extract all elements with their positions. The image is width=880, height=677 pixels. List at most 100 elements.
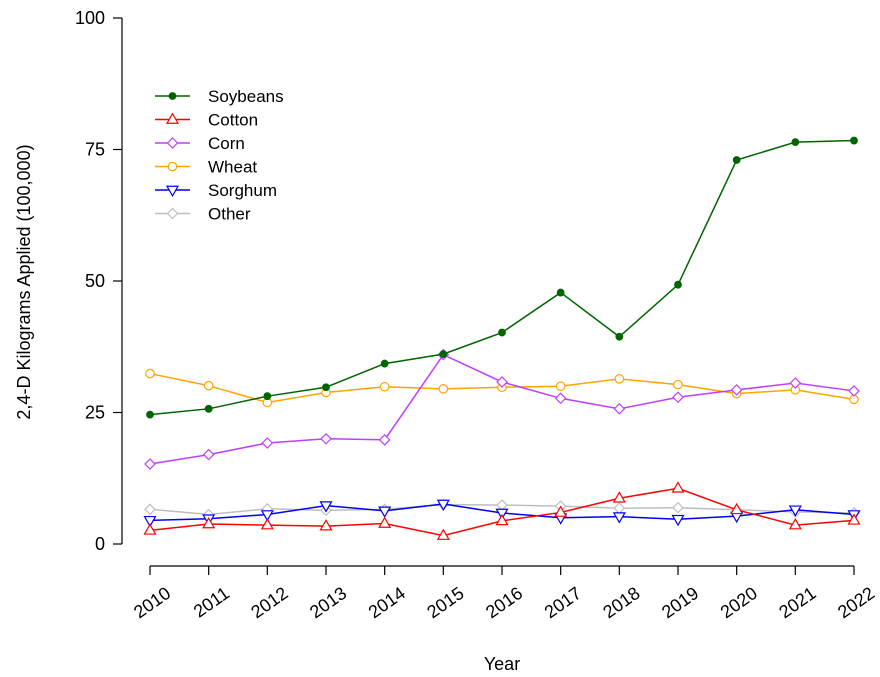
x-tick-label: 2021: [775, 583, 819, 622]
data-point: [438, 384, 449, 394]
data-point: [788, 518, 802, 530]
data-point: [203, 380, 214, 391]
legend-label: Other: [208, 205, 251, 224]
data-point: [671, 481, 685, 493]
data-point: [263, 392, 272, 401]
series-sorghum: [143, 499, 861, 528]
data-point: [673, 379, 683, 390]
data-point: [378, 506, 392, 518]
data-point: [378, 516, 392, 528]
y-tick-label: 100: [75, 8, 105, 28]
data-point: [319, 519, 333, 531]
data-point: [498, 328, 506, 337]
y-tick-label: 75: [85, 140, 105, 160]
legend-label: Corn: [208, 134, 245, 153]
data-point: [378, 434, 391, 446]
y-axis: 0 25 50 75 100: [75, 8, 123, 554]
series-cotton: [143, 481, 861, 540]
data-point: [260, 518, 274, 530]
x-tick-label: 2016: [482, 583, 526, 622]
data-point: [496, 499, 508, 511]
x-tick-label: 2019: [658, 583, 702, 622]
x-tick-label: 2013: [306, 583, 350, 622]
x-tick-label: 2015: [423, 583, 467, 622]
data-point: [143, 515, 157, 528]
legend: Soybeans Cotton Corn Wheat Sorghum Other: [155, 87, 284, 224]
data-point: [672, 501, 684, 514]
y-tick-label: 50: [85, 271, 105, 291]
legend-marker: [166, 207, 179, 220]
legend-item-wheat: Wheat: [155, 158, 257, 177]
data-point: [672, 391, 684, 404]
data-point: [556, 288, 565, 297]
data-point: [613, 402, 626, 415]
data-point: [380, 359, 389, 368]
data-point: [496, 376, 508, 388]
data-point: [143, 523, 157, 535]
series-soybeans: [146, 136, 858, 419]
data-point: [320, 432, 332, 445]
data-point: [730, 384, 743, 396]
x-tick-label: 2011: [190, 583, 233, 622]
series-layer: [143, 136, 861, 540]
y-axis-title: 2,4-D Kilograms Applied (100,000): [14, 144, 34, 419]
x-tick-label: 2017: [541, 583, 585, 622]
series-corn: [144, 348, 860, 470]
data-point: [730, 502, 744, 515]
legend-item-corn: Corn: [155, 134, 245, 153]
data-point: [319, 501, 333, 513]
x-tick-label: 2014: [365, 583, 409, 622]
legend-item-other: Other: [155, 205, 251, 224]
data-point: [202, 448, 215, 461]
data-point: [789, 377, 802, 389]
x-tick-label: 2022: [834, 583, 878, 622]
data-point: [612, 512, 626, 524]
data-point: [615, 332, 624, 341]
legend-marker: [165, 112, 180, 124]
data-point: [848, 385, 860, 397]
data-point: [613, 502, 626, 515]
data-point: [260, 510, 274, 522]
data-point: [671, 514, 685, 527]
data-point: [144, 458, 156, 470]
legend-label: Sorghum: [208, 181, 277, 200]
data-point: [554, 392, 567, 405]
data-point: [850, 136, 858, 145]
x-tick-label: 2012: [247, 583, 291, 622]
data-point: [145, 368, 155, 379]
data-point: [847, 513, 861, 525]
legend-item-cotton: Cotton: [155, 111, 258, 130]
legend-marker: [165, 185, 180, 198]
y-tick-label: 25: [85, 403, 105, 423]
data-point: [144, 503, 156, 516]
x-tick-label: 2020: [717, 583, 761, 622]
data-point: [146, 410, 154, 419]
legend-label: Soybeans: [208, 87, 284, 106]
data-point: [204, 404, 213, 413]
legend-item-sorghum: Sorghum: [155, 181, 277, 200]
data-point: [612, 491, 626, 503]
legend-label: Wheat: [208, 158, 257, 177]
data-point: [436, 528, 450, 540]
legend-marker: [167, 161, 178, 172]
data-point: [732, 156, 741, 164]
data-point: [261, 437, 274, 449]
data-point: [202, 517, 216, 529]
x-axis-title: Year: [484, 654, 520, 674]
x-tick-label: 2010: [130, 583, 174, 622]
legend-marker: [168, 92, 177, 100]
x-axis: 2010 2011 2012 2013 2014 2015 2016 2017 2018 2019…: [130, 565, 878, 622]
y-tick-label: 0: [95, 534, 105, 554]
data-point: [436, 499, 450, 512]
data-point: [788, 505, 802, 517]
data-point: [439, 350, 448, 359]
data-point: [674, 280, 682, 289]
legend-label: Cotton: [208, 111, 258, 130]
data-point: [495, 513, 509, 526]
data-point: [379, 381, 390, 392]
x-tick-label: 2018: [599, 583, 643, 622]
data-point: [614, 374, 625, 384]
series-line: [149, 353, 855, 465]
data-point: [554, 505, 568, 517]
